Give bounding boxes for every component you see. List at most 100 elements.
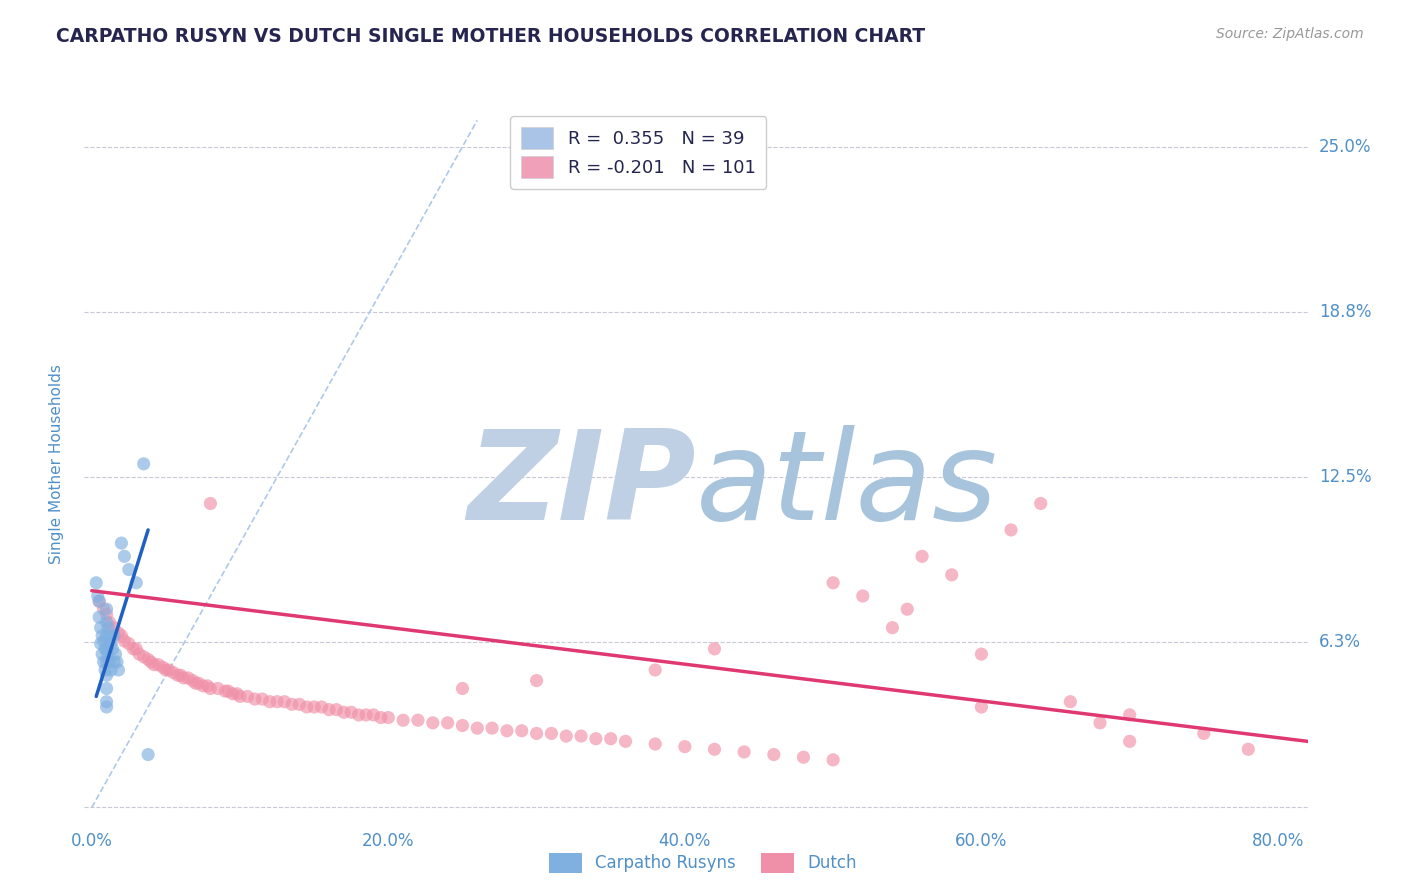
Point	[370, 710, 392, 724]
Point	[93, 655, 115, 669]
Point	[526, 673, 548, 688]
Point	[96, 700, 118, 714]
Point	[496, 723, 519, 738]
Point	[166, 668, 188, 682]
Point	[354, 707, 377, 722]
Point	[197, 679, 219, 693]
Point	[200, 496, 222, 510]
Y-axis label: Single Mother Households: Single Mother Households	[49, 364, 63, 564]
Point	[243, 692, 266, 706]
Point	[217, 684, 239, 698]
Point	[644, 663, 666, 677]
Point	[207, 681, 229, 696]
Text: 25.0%: 25.0%	[1319, 137, 1371, 156]
Point	[170, 668, 193, 682]
Text: ZIP: ZIP	[467, 425, 696, 546]
Point	[214, 684, 236, 698]
Point	[191, 679, 214, 693]
Point	[96, 607, 118, 622]
Point	[110, 536, 132, 550]
Point	[96, 641, 118, 656]
Point	[89, 594, 111, 608]
Point	[104, 647, 127, 661]
Point	[96, 615, 118, 630]
Point	[599, 731, 621, 746]
Point	[896, 602, 918, 616]
Text: CARPATHO RUSYN VS DUTCH SINGLE MOTHER HOUSEHOLDS CORRELATION CHART: CARPATHO RUSYN VS DUTCH SINGLE MOTHER HO…	[56, 27, 925, 45]
Text: Source: ZipAtlas.com: Source: ZipAtlas.com	[1216, 27, 1364, 41]
Legend: R =  0.355   N = 39, R = -0.201   N = 101: R = 0.355 N = 39, R = -0.201 N = 101	[510, 116, 766, 189]
Point	[112, 549, 135, 564]
Point	[112, 634, 135, 648]
Point	[614, 734, 637, 748]
Point	[152, 660, 174, 674]
Point	[100, 636, 122, 650]
Point	[90, 636, 112, 650]
Point	[97, 621, 120, 635]
Point	[125, 641, 148, 656]
Point	[1088, 715, 1111, 730]
Point	[673, 739, 696, 754]
Point	[347, 707, 370, 722]
Point	[792, 750, 814, 764]
Point	[143, 657, 166, 672]
Point	[1059, 695, 1081, 709]
Point	[89, 594, 111, 608]
Legend: Carpatho Rusyns, Dutch: Carpatho Rusyns, Dutch	[543, 847, 863, 880]
Text: 12.5%: 12.5%	[1319, 468, 1371, 486]
Point	[177, 671, 200, 685]
Point	[103, 621, 125, 635]
Point	[101, 641, 124, 656]
Point	[302, 700, 325, 714]
Point	[540, 726, 562, 740]
Point	[94, 663, 117, 677]
Point	[132, 457, 155, 471]
Point	[103, 655, 125, 669]
Point	[451, 718, 474, 732]
Point	[340, 706, 363, 720]
Point	[98, 615, 121, 630]
Point	[132, 649, 155, 664]
Point	[318, 703, 340, 717]
Point	[703, 641, 725, 656]
Point	[200, 681, 222, 696]
Point	[465, 721, 488, 735]
Point	[221, 687, 243, 701]
Point	[585, 731, 607, 746]
Point	[89, 610, 111, 624]
Point	[762, 747, 785, 762]
Point	[481, 721, 503, 735]
Point	[184, 676, 207, 690]
Point	[436, 715, 458, 730]
Point	[252, 692, 274, 706]
Point	[98, 655, 121, 669]
Point	[94, 641, 117, 656]
Point	[173, 671, 195, 685]
Point	[157, 663, 180, 677]
Point	[107, 626, 129, 640]
Point	[229, 690, 252, 704]
Point	[644, 737, 666, 751]
Point	[363, 707, 385, 722]
Point	[236, 690, 259, 704]
Point	[325, 703, 347, 717]
Point	[1192, 726, 1215, 740]
Point	[852, 589, 875, 603]
Point	[281, 698, 304, 712]
Point	[288, 698, 311, 712]
Point	[136, 652, 159, 666]
Point	[107, 663, 129, 677]
Point	[96, 629, 118, 643]
Point	[125, 575, 148, 590]
Point	[86, 589, 108, 603]
Point	[118, 636, 141, 650]
Point	[84, 575, 107, 590]
Point	[100, 663, 122, 677]
Point	[526, 726, 548, 740]
Point	[96, 668, 118, 682]
Text: 6.3%: 6.3%	[1319, 633, 1361, 651]
Point	[122, 641, 145, 656]
Point	[703, 742, 725, 756]
Point	[91, 647, 114, 661]
Point	[226, 687, 249, 701]
